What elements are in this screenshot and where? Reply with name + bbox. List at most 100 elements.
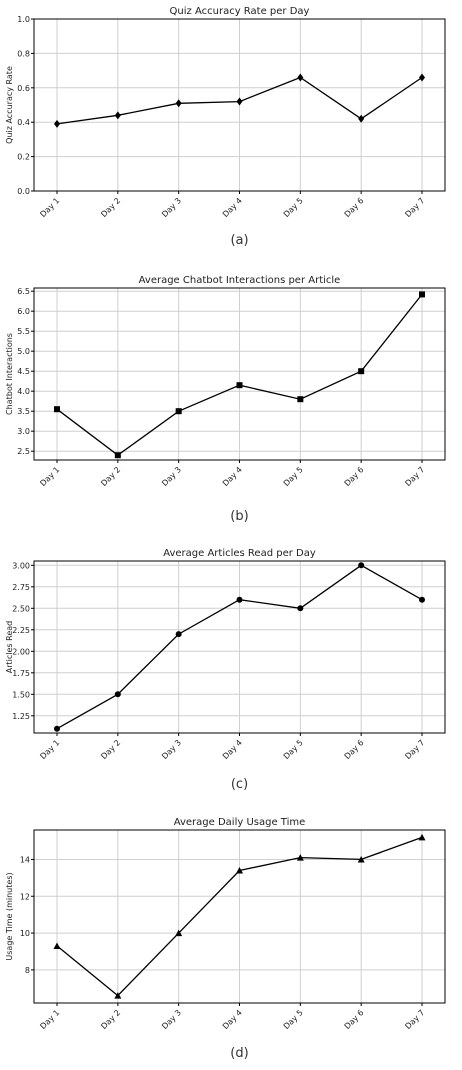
x-tick-label: Day 4 <box>221 196 244 219</box>
y-axis-label: Chatbot Interactions <box>5 333 14 415</box>
chart-title: Average Articles Read per Day <box>163 548 316 559</box>
data-point <box>175 408 182 415</box>
x-tick-label: Day 4 <box>221 465 244 488</box>
y-tick-label: 3.5 <box>17 407 30 416</box>
y-tick-label: 12 <box>20 892 30 901</box>
x-tick-label: Day 7 <box>403 465 426 488</box>
x-tick-label: Day 3 <box>160 196 183 219</box>
x-tick-label: Day 7 <box>403 196 426 219</box>
data-point <box>358 114 365 123</box>
x-tick-label: Day 4 <box>221 1008 244 1031</box>
data-point <box>114 452 121 459</box>
chart-1: 0.0 0.2 0.4 0.6 0.8 1.0 Day 1 Day 2 Day 3 Day 4 Da… <box>5 6 446 248</box>
x-tick-label: Day 6 <box>343 196 366 219</box>
data-point <box>418 833 426 841</box>
x-tick-label: Day 2 <box>99 465 122 488</box>
x-tick-label: Day 2 <box>99 1008 122 1031</box>
data-point <box>297 396 304 403</box>
x-tick-label: Day 1 <box>38 465 61 488</box>
y-tick-label: 1.0 <box>17 15 30 24</box>
x-tick-label: Day 6 <box>343 738 366 761</box>
data-point <box>114 111 121 120</box>
data-point <box>358 368 365 375</box>
y-tick-label: 0.0 <box>17 187 30 196</box>
data-point <box>419 596 425 603</box>
chart-caption: (d) <box>230 1046 248 1061</box>
data-point <box>54 725 60 732</box>
y-axis-label: Quiz Accuracy Rate <box>5 66 14 144</box>
y-tick-label: 0.8 <box>17 49 30 58</box>
chart-title: Quiz Accuracy Rate per Day <box>170 6 310 17</box>
y-tick-label: 1.25 <box>12 712 30 721</box>
data-point <box>114 691 121 698</box>
x-tick-label: Day 4 <box>221 738 244 761</box>
chart-3: 1.25 1.50 1.75 2.00 2.25 2.50 2.75 3.00 Day 1 Day… <box>5 548 446 792</box>
y-tick-label: 1.75 <box>12 669 30 678</box>
x-tick-label: Day 3 <box>160 465 183 488</box>
y-axis-label: Articles Read <box>5 621 14 673</box>
x-tick-label: Day 2 <box>99 196 122 219</box>
data-point <box>297 605 304 612</box>
x-tick-label: Day 5 <box>282 1008 305 1031</box>
data-point <box>175 929 183 937</box>
chart-2: 2.5 3.0 3.5 4.0 4.5 5.0 5.5 6.0 6.5 Day 1 Day 2 Day… <box>5 275 446 524</box>
y-tick-label: 4.0 <box>17 387 30 396</box>
data-point <box>236 866 243 874</box>
y-tick-label: 6.5 <box>17 287 30 296</box>
data-point <box>114 992 122 999</box>
data-point <box>54 406 60 413</box>
data-point <box>175 99 182 108</box>
data-point <box>53 942 61 949</box>
y-tick-label: 2.50 <box>12 604 30 613</box>
chart-caption: (c) <box>231 777 248 792</box>
data-point <box>419 73 425 82</box>
x-tick-label: Day 7 <box>403 738 426 761</box>
chart-caption: (a) <box>230 233 248 248</box>
x-tick-label: Day 5 <box>282 196 305 219</box>
y-tick-label: 2.00 <box>12 647 30 656</box>
x-tick-label: Day 1 <box>38 738 61 761</box>
y-tick-label: 14 <box>20 855 30 864</box>
y-tick-label: 0.4 <box>17 118 30 127</box>
y-tick-label: 3.0 <box>17 427 30 436</box>
data-point <box>297 73 304 82</box>
x-tick-label: Day 3 <box>160 738 183 761</box>
chart-4: 8 10 12 14 Day 1 Day 2 Day 3 Day 4 Day 5 Day 6 Day… <box>5 817 446 1061</box>
data-point <box>236 97 243 106</box>
y-tick-label: 10 <box>20 929 30 938</box>
x-tick-label: Day 5 <box>282 738 305 761</box>
x-tick-label: Day 6 <box>343 1008 366 1031</box>
y-tick-label: 4.5 <box>17 367 30 376</box>
y-tick-label: 3.00 <box>12 561 30 570</box>
x-tick-label: Day 5 <box>282 465 305 488</box>
y-tick-label: 5.5 <box>17 327 30 336</box>
y-tick-label: 0.2 <box>17 153 30 162</box>
x-tick-label: Day 2 <box>99 738 122 761</box>
x-tick-label: Day 1 <box>38 196 61 219</box>
data-point <box>357 855 365 863</box>
y-tick-label: 0.6 <box>17 84 30 93</box>
y-tick-label: 5.0 <box>17 347 30 356</box>
x-tick-label: Day 3 <box>160 1008 183 1031</box>
x-tick-label: Day 1 <box>38 1008 61 1031</box>
data-point <box>175 631 182 638</box>
chart-title: Average Daily Usage Time <box>174 817 306 828</box>
y-axis-label: Usage Time (minutes) <box>5 872 14 960</box>
data-point <box>358 562 365 569</box>
data-point <box>236 596 243 603</box>
y-tick-label: 1.50 <box>12 690 30 699</box>
chart-title: Average Chatbot Interactions per Article <box>139 275 341 286</box>
y-tick-label: 6.0 <box>17 307 30 316</box>
chart-caption: (b) <box>230 509 248 524</box>
data-point <box>236 382 243 389</box>
y-tick-label: 2.5 <box>17 447 30 456</box>
y-tick-label: 8 <box>25 966 30 975</box>
y-tick-label: 2.25 <box>12 626 30 635</box>
data-point <box>54 119 60 128</box>
data-point <box>296 854 304 861</box>
x-tick-label: Day 6 <box>343 465 366 488</box>
y-tick-label: 2.75 <box>12 583 30 592</box>
data-point <box>419 291 425 298</box>
x-tick-label: Day 7 <box>403 1008 426 1031</box>
